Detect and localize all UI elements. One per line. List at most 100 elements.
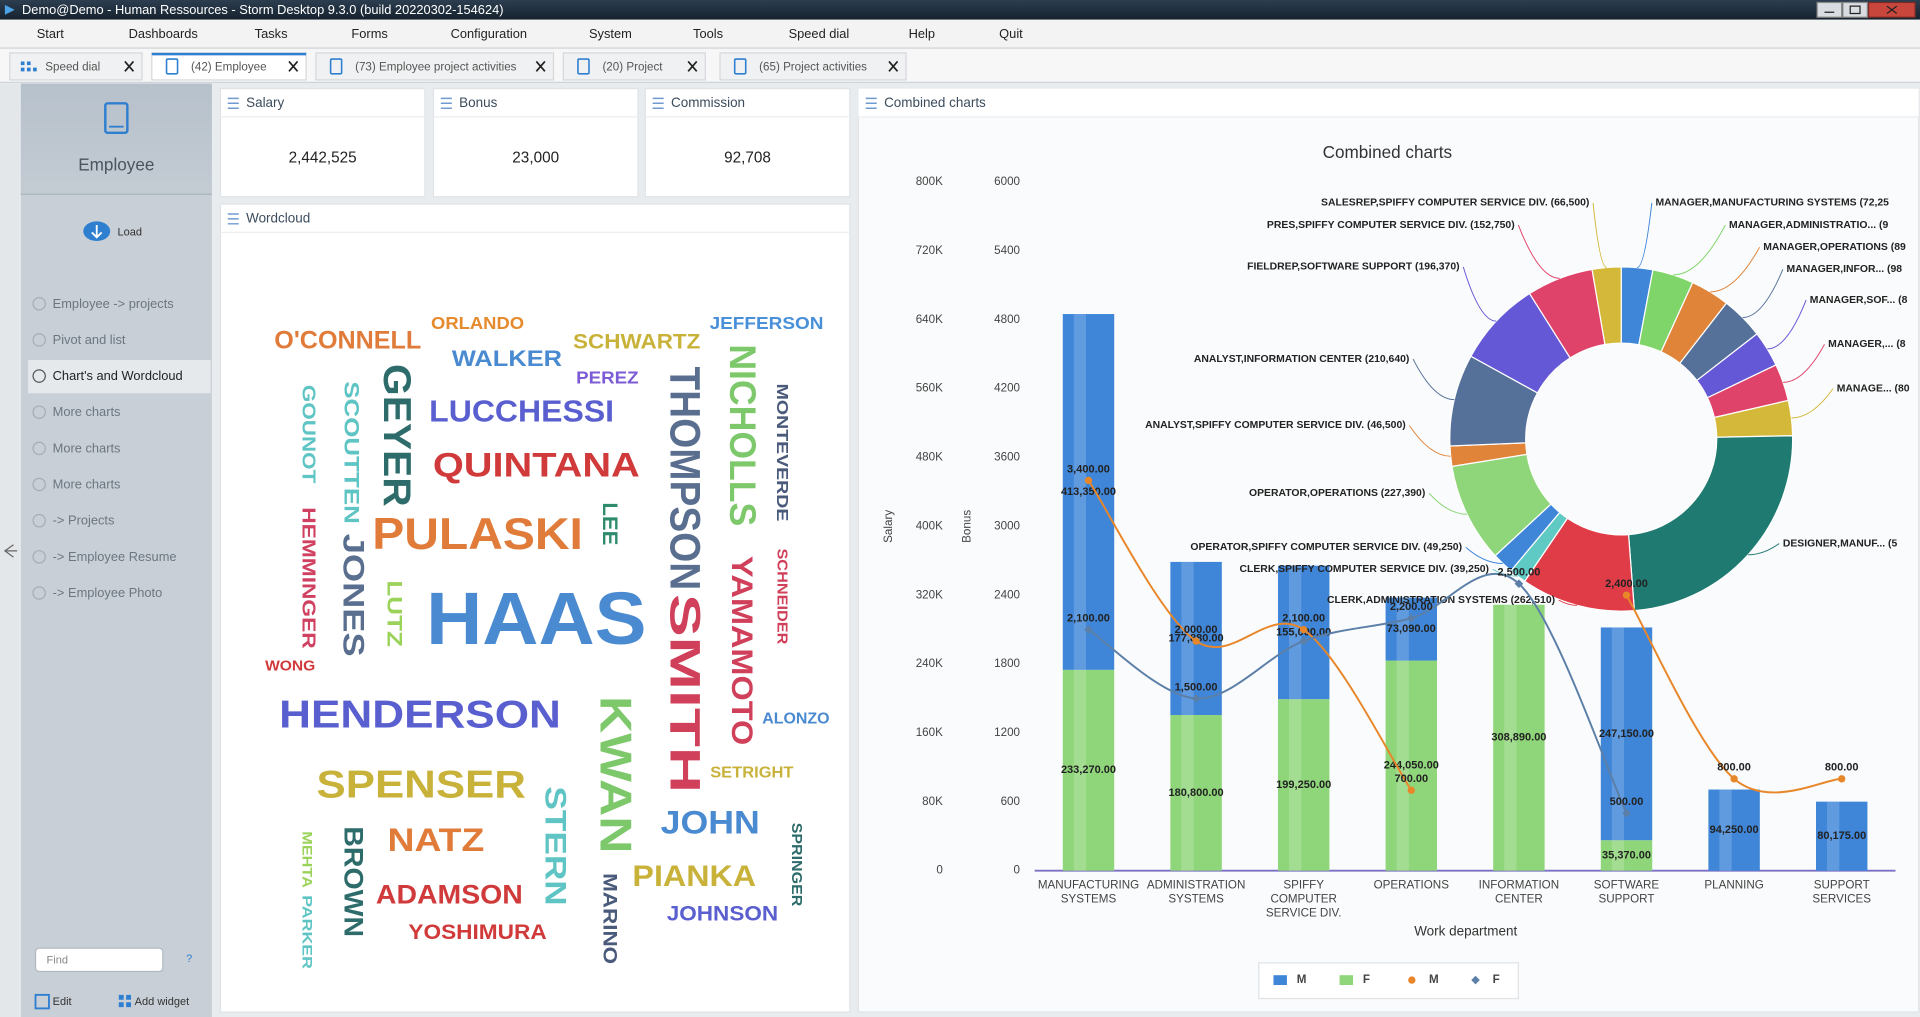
wordcloud-menu-icon[interactable]: [227, 213, 239, 225]
tab-label[interactable]: Speed dial: [45, 61, 100, 74]
nav-item[interactable]: More charts: [53, 440, 121, 455]
menu-item[interactable]: Tasks: [255, 26, 288, 41]
nav-item[interactable]: -> Projects: [53, 513, 115, 528]
ui-elements: Start Dashboards Tasks Forms Configuration Sy…: [9, 26, 1023, 600]
menu-item[interactable]: Tools: [693, 26, 723, 41]
menu-item[interactable]: Forms: [351, 26, 387, 41]
help-link[interactable]: ?: [186, 953, 192, 965]
tab-close[interactable]: [288, 60, 299, 72]
add-widget-button[interactable]: Add widget: [118, 994, 189, 1008]
x-tick-label: SUPPORT SERVICES: [1812, 878, 1871, 905]
edit-button[interactable]: Edit: [34, 993, 72, 1010]
donut-leader: [1408, 425, 1451, 457]
tab-close[interactable]: [124, 60, 135, 72]
nav-item[interactable]: More charts: [53, 404, 121, 419]
bar-value-label: 247,150.00: [1599, 728, 1654, 740]
word: HEMMINGER: [299, 507, 320, 648]
bar-segment: [1385, 597, 1438, 661]
wordcloud-panel: [219, 203, 851, 1013]
chart-menu-icon[interactable]: [865, 97, 877, 109]
word: PEREZ: [576, 367, 638, 387]
line-value-label: 3,400.00: [1067, 463, 1110, 475]
tab-label[interactable]: (65) Project activities: [759, 61, 867, 74]
kpi-menu-icon[interactable]: [227, 97, 239, 109]
tab-label[interactable]: (42) Employee: [191, 61, 267, 74]
legend-label[interactable]: F: [1363, 973, 1370, 986]
donut-label: MANAGER,MANUFACTURING SYSTEMS (72,25: [1656, 198, 1890, 209]
tab-close[interactable]: [888, 60, 899, 72]
menu-item[interactable]: Speed dial: [789, 26, 850, 41]
donut-leader: [1742, 269, 1784, 319]
legend-label[interactable]: M: [1297, 973, 1307, 986]
legend-label[interactable]: M: [1429, 973, 1439, 986]
y-tick-label: 560K: [916, 382, 943, 395]
y2-axis-title: Bonus: [960, 510, 973, 543]
nav-item[interactable]: -> Employee Photo: [53, 585, 163, 600]
wordcloud-title: Wordcloud: [246, 210, 310, 225]
menu-item[interactable]: Dashboards: [129, 26, 198, 41]
menu-item[interactable]: Start: [37, 26, 65, 41]
line-value-label: 800.00: [1717, 762, 1751, 774]
nav-bullet: [32, 586, 46, 600]
line-point: [1838, 775, 1846, 783]
tab-close[interactable]: [687, 60, 698, 72]
kpi-value: 2,442,525: [289, 150, 357, 167]
menu-item[interactable]: Configuration: [451, 26, 527, 41]
tab[interactable]: (42) Employee: [151, 52, 307, 81]
word: O'CONNELL: [274, 327, 421, 354]
y2-tick-label: 3600: [994, 451, 1020, 464]
collapse-strip: [0, 83, 20, 1017]
donut-label: OPERATOR,SPIFFY COMPUTER SERVICE DIV. (4…: [1190, 542, 1462, 553]
nav-item[interactable]: Pivot and list: [53, 332, 126, 347]
word: JEFFERSON: [710, 313, 824, 333]
search-placeholder: Find: [47, 954, 68, 966]
combined-chart: Combined charts Salary Bonus Work departmen…: [882, 142, 1910, 1000]
kpi-menu-icon[interactable]: [652, 97, 664, 109]
tab[interactable]: (65) Project activities: [719, 52, 907, 81]
tab-label[interactable]: (73) Employee project activities: [355, 61, 517, 74]
bar-value-label: 308,890.00: [1491, 732, 1546, 744]
tab-close[interactable]: [535, 60, 546, 72]
menu-item[interactable]: Help: [909, 26, 935, 41]
title-bar: [0, 0, 1920, 20]
menu-bar: [0, 19, 1920, 48]
tab-label[interactable]: (20) Project: [602, 61, 663, 74]
tab-icon: [329, 58, 343, 75]
donut-leader: [1673, 224, 1726, 276]
nav-item[interactable]: Chart's and Wordcloud: [53, 368, 183, 383]
word: SETRIGHT: [710, 765, 794, 782]
kpi-menu-icon[interactable]: [440, 97, 452, 109]
nav-bullet: [32, 477, 46, 492]
legend-label[interactable]: F: [1493, 973, 1500, 986]
word: WALKER: [452, 346, 562, 371]
nav-item[interactable]: Employee -> projects: [53, 296, 174, 311]
collapse-arrow[interactable]: [3, 544, 18, 558]
menu-item[interactable]: System: [589, 26, 632, 41]
bar-value-label: 233,270.00: [1061, 764, 1116, 776]
tab[interactable]: (73) Employee project activities: [315, 52, 555, 81]
donut-label: MANAGER,ADMINISTRATIO... (9: [1729, 220, 1888, 231]
bar-shine: [1504, 604, 1517, 871]
menu-item[interactable]: Quit: [999, 26, 1023, 41]
word: SCHWARTZ: [573, 331, 701, 354]
donut-label: MANAGER,SOF... (8: [1810, 295, 1908, 306]
donut-leader: [1710, 246, 1761, 293]
load-button[interactable]: Load: [83, 221, 142, 242]
edit-label[interactable]: Edit: [53, 996, 72, 1008]
tab[interactable]: (20) Project: [562, 52, 706, 81]
nav-item[interactable]: -> Employee Resume: [53, 549, 177, 564]
load-label[interactable]: Load: [118, 226, 142, 238]
minimize-button[interactable]: [1816, 1, 1843, 18]
tab[interactable]: Speed dial: [9, 52, 143, 81]
word: YOSHIMURA: [408, 921, 546, 944]
add-widget-label[interactable]: Add widget: [135, 996, 189, 1008]
window-controls[interactable]: [1816, 1, 1916, 18]
bar-value-label: 35,370.00: [1602, 849, 1651, 861]
tab-icon: [165, 58, 179, 75]
nav-item[interactable]: More charts: [53, 477, 121, 492]
search-box[interactable]: [34, 947, 164, 973]
donut-label: PRES,SPIFFY COMPUTER SERVICE DIV. (152,7…: [1267, 220, 1515, 231]
maximize-button[interactable]: [1842, 1, 1868, 18]
chart-title: Combined charts: [1323, 142, 1452, 162]
donut-label: MANAGER,OPERATIONS (89: [1763, 242, 1906, 253]
